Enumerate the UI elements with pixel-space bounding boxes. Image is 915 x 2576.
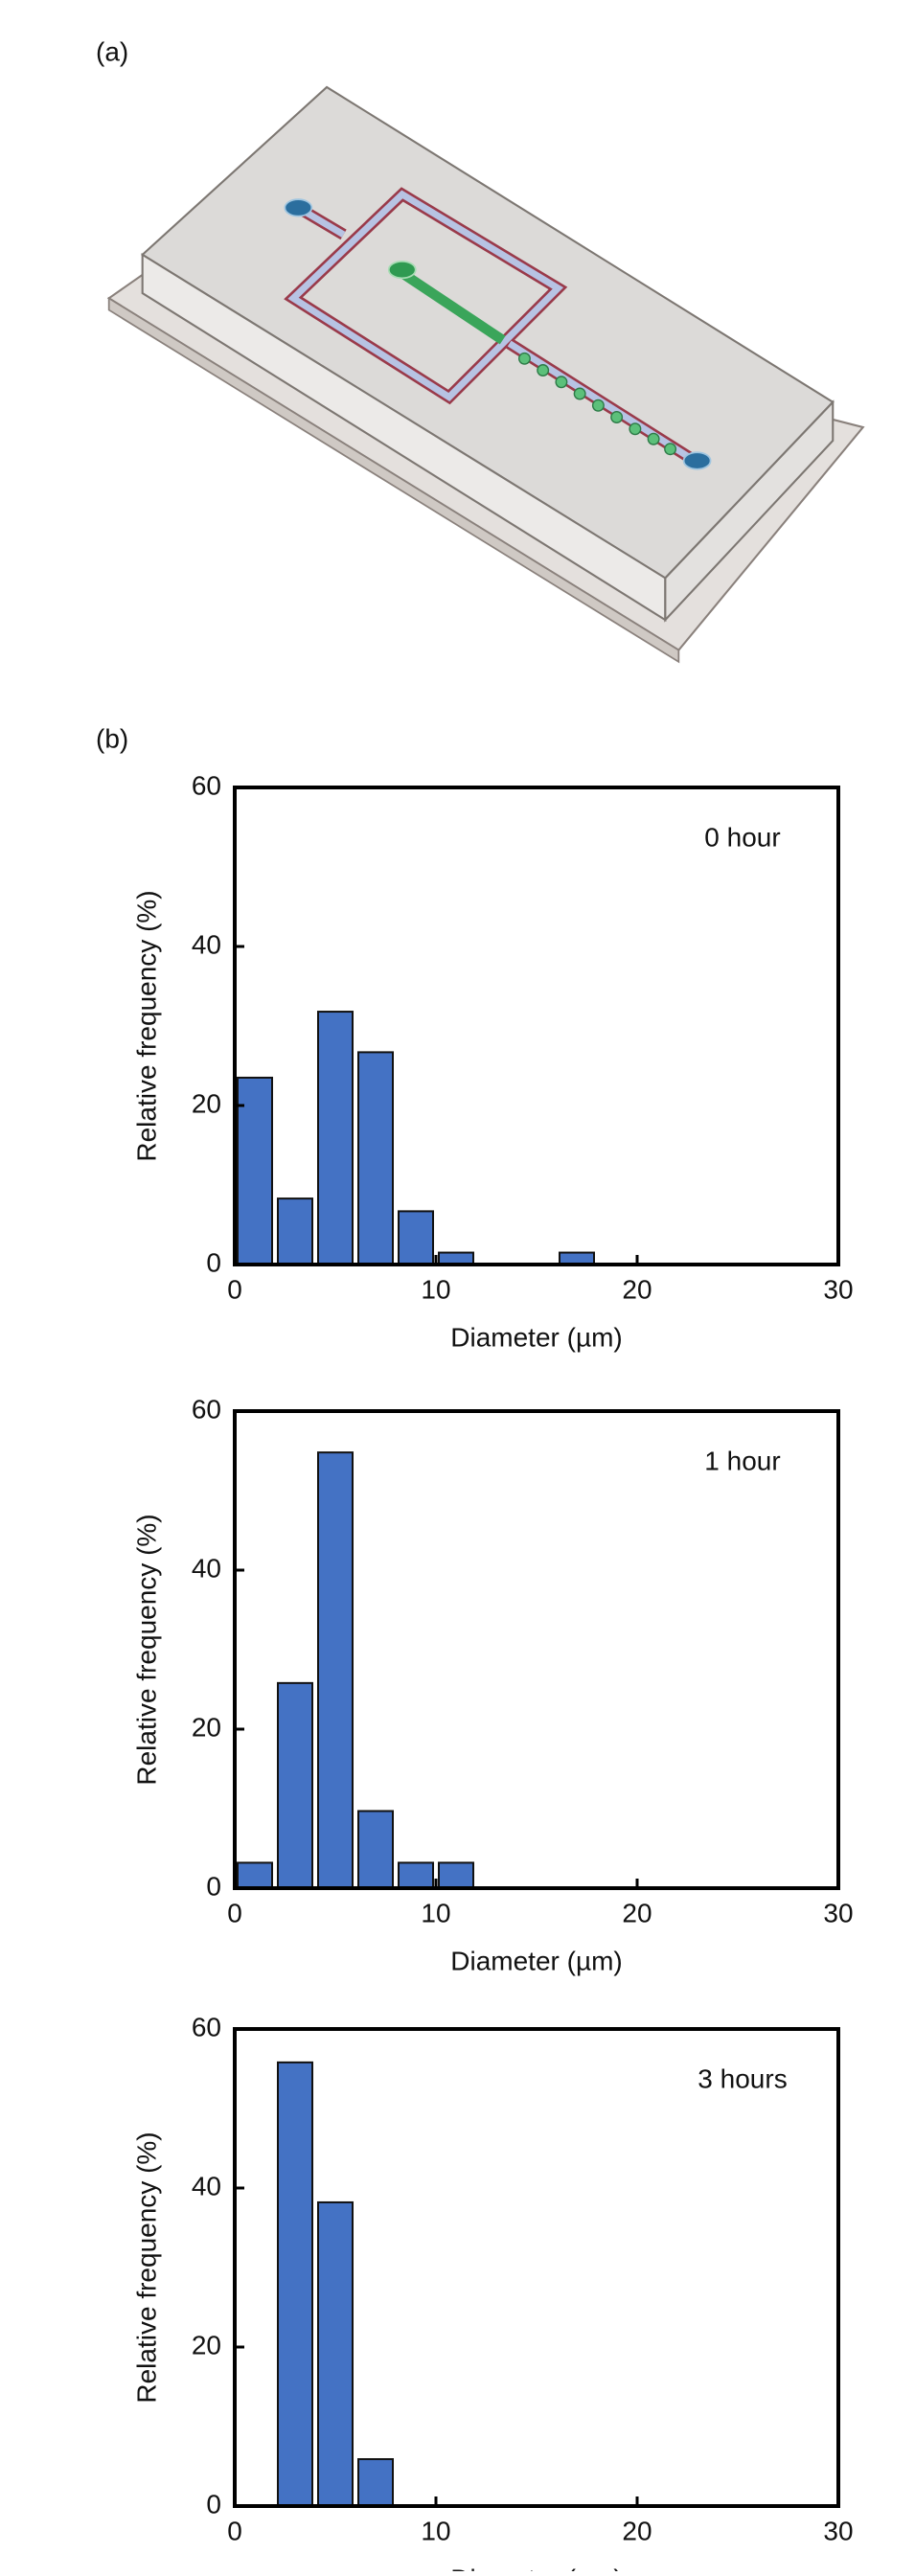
y-tick-label: 40 bbox=[192, 1553, 221, 1583]
port bbox=[387, 260, 417, 280]
bar bbox=[277, 2061, 313, 2508]
x-tick-label: 20 bbox=[622, 2516, 652, 2545]
x-tick-label: 0 bbox=[227, 1898, 242, 1927]
plot-frame bbox=[233, 2027, 840, 2508]
y-tick-label: 40 bbox=[192, 2171, 221, 2200]
y-tick-label: 60 bbox=[192, 770, 221, 800]
y-tick-label: 60 bbox=[192, 2012, 221, 2041]
x-tick-label: 10 bbox=[421, 2516, 450, 2545]
bar bbox=[317, 2200, 354, 2507]
y-axis-label: Relative frequency (%) bbox=[131, 2131, 161, 2403]
x-tick-label: 20 bbox=[622, 1274, 652, 1304]
panel-label: (b) bbox=[96, 723, 128, 753]
inner-channel bbox=[399, 268, 506, 345]
y-axis-label: Relative frequency (%) bbox=[131, 890, 161, 1161]
y-tick-label: 20 bbox=[192, 2330, 221, 2359]
x-tick-label: 20 bbox=[622, 1898, 652, 1927]
x-axis-label: Diameter (µm) bbox=[450, 2564, 622, 2571]
x-tick-label: 10 bbox=[421, 1274, 450, 1304]
port bbox=[682, 451, 712, 470]
bar bbox=[317, 1451, 354, 1890]
x-tick-label: 30 bbox=[823, 1898, 853, 1927]
plot-frame bbox=[233, 786, 840, 1266]
bar bbox=[277, 1681, 313, 1889]
chart-title: 0 hour bbox=[704, 822, 780, 852]
panel-label: (a) bbox=[96, 36, 128, 66]
y-tick-label: 0 bbox=[206, 2489, 221, 2519]
base-edge bbox=[107, 296, 680, 664]
y-tick-label: 20 bbox=[192, 1712, 221, 1742]
x-tick-label: 0 bbox=[227, 1274, 242, 1304]
chart-title: 1 hour bbox=[704, 1446, 780, 1475]
y-tick-label: 40 bbox=[192, 929, 221, 959]
y-axis-label: Relative frequency (%) bbox=[131, 1514, 161, 1785]
y-tick-label: 20 bbox=[192, 1088, 221, 1118]
x-axis-label: Diameter (µm) bbox=[450, 1946, 622, 1975]
glass-side bbox=[664, 399, 835, 623]
bar bbox=[357, 1810, 394, 1889]
bar bbox=[357, 2458, 394, 2508]
chip-diagram bbox=[106, 85, 865, 664]
y-tick-label: 0 bbox=[206, 1247, 221, 1277]
port bbox=[284, 198, 313, 217]
plot-frame bbox=[233, 1409, 840, 1890]
bar bbox=[237, 1076, 273, 1265]
x-tick-label: 10 bbox=[421, 1898, 450, 1927]
y-tick-label: 0 bbox=[206, 1871, 221, 1901]
bar bbox=[398, 1210, 434, 1266]
x-axis-label: Diameter (µm) bbox=[450, 1322, 622, 1352]
bar bbox=[357, 1051, 394, 1266]
bar bbox=[438, 1861, 474, 1889]
bar bbox=[398, 1861, 434, 1889]
droplets bbox=[517, 352, 677, 456]
y-tick-label: 60 bbox=[192, 1394, 221, 1424]
x-tick-label: 0 bbox=[227, 2516, 242, 2545]
x-tick-label: 30 bbox=[823, 1274, 853, 1304]
bar bbox=[277, 1197, 313, 1265]
x-tick-label: 30 bbox=[823, 2516, 853, 2545]
bar bbox=[317, 1011, 354, 1266]
bar bbox=[237, 1861, 273, 1889]
chart-title: 3 hours bbox=[698, 2063, 787, 2093]
